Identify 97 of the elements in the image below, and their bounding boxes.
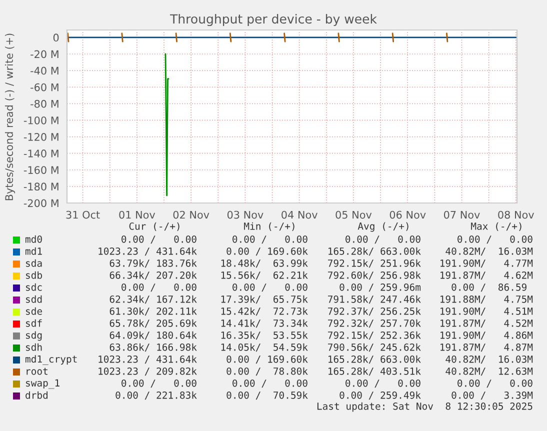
text: 791.58k/ 247.46k <box>328 295 421 304</box>
legend-label: sdd <box>26 295 42 303</box>
y-tick-label: -140 M <box>24 150 58 158</box>
y-tick-label: -100 M <box>24 116 58 124</box>
text: 792.15k/ 252.36k <box>328 331 421 340</box>
legend-label: md1 <box>26 247 42 255</box>
y-tick-label: -40 M <box>30 66 58 75</box>
text: 191.87M/ 4.62M <box>440 271 533 280</box>
text: 15.42k/ 72.73k <box>221 307 308 316</box>
text: 792.32k/ 257.70k <box>328 319 421 328</box>
text: 0.00 / 70.59k <box>226 391 308 400</box>
text: 14.41k/ 73.34k <box>221 319 308 328</box>
text: 0.00 / 0.00 <box>346 235 420 244</box>
legend-label: sdc <box>26 283 42 291</box>
legend-label: sda <box>26 259 42 267</box>
text: 40.82M/ 16.03M <box>446 247 533 256</box>
y-tick-label: -120 M <box>24 133 58 141</box>
text: Cur (-/+) <box>129 222 180 231</box>
text: 792.15k/ 251.96k <box>328 259 421 268</box>
text: 191.87M/ 4.52M <box>440 319 533 328</box>
text: 63.79k/ 183.76k <box>110 259 197 268</box>
legend-label: swap_1 <box>26 379 60 389</box>
text: 0.00 / 3.39M <box>452 391 533 400</box>
text: 165.28k/ 403.51k <box>328 367 421 376</box>
y-tick-label: -80 M <box>30 100 58 108</box>
text: 0.00 / 0.00 <box>122 283 196 292</box>
text: 191.88M/ 4.75M <box>440 295 533 304</box>
text: Min (-/+) <box>244 222 294 231</box>
legend-label: sdb <box>26 271 42 279</box>
text: Avg (-/+) <box>358 222 408 232</box>
x-tick-label: 01 Nov <box>119 210 156 219</box>
text: 0.00 / 86.59 <box>452 283 526 292</box>
text: 14.05k/ 54.59k <box>221 343 308 352</box>
text: 0.00 / 0.00 <box>122 235 196 244</box>
text: 0.00 / 0.00 <box>458 235 532 244</box>
text: 0.00 / 0.00 <box>232 235 308 244</box>
legend-label: sdf <box>26 319 42 327</box>
text: 0.00 / 0.00 <box>232 283 308 292</box>
text: 1023.23 / 431.64k <box>98 247 197 256</box>
text: 1023.23 / 431.64k <box>98 355 197 364</box>
text: 66.34k/ 207.20k <box>110 271 197 280</box>
text: 0.00 / 169.60k <box>226 355 308 364</box>
text: 65.78k/ 205.69k <box>110 319 197 328</box>
text: 0.00 / 259.49k <box>340 391 421 400</box>
text: Max (-/+) <box>471 222 522 231</box>
text: 0.00 / 0.00 <box>458 379 532 388</box>
text: 17.39k/ 65.75k <box>221 295 308 304</box>
x-tick-label: 07 Nov <box>444 210 480 219</box>
text: 0.00 / 78.80k <box>226 367 308 376</box>
legend-label: md0 <box>26 235 42 243</box>
legend-label: drbd <box>26 391 48 399</box>
text: 790.56k/ 245.62k <box>328 343 421 352</box>
y-axis-title: Bytes/second read (-) / write (+) <box>4 34 16 200</box>
text: 0.00 / 169.60k <box>226 247 308 256</box>
y-tick-label: 0 <box>53 34 59 42</box>
x-tick-label: 04 Nov <box>282 210 318 219</box>
y-tick-label: -60 M <box>30 83 58 92</box>
x-tick-label: 31 Oct <box>66 210 100 219</box>
text: 1023.23 / 209.82k <box>98 367 197 376</box>
text: 191.87M/ 4.87M <box>440 343 533 352</box>
y-tick-label: -20 M <box>30 50 58 58</box>
text: 0.00 / 0.00 <box>232 379 308 388</box>
text: 792.60k/ 256.98k <box>328 271 421 280</box>
text: 165.28k/ 663.00k <box>328 247 421 256</box>
legend-label: md1_crypt <box>26 355 77 365</box>
legend-label: sdh <box>26 343 42 351</box>
y-tick-label: -180 M <box>24 182 58 191</box>
text: 40.82M/ 12.63M <box>446 367 533 376</box>
text: 18.48k/ 63.99k <box>221 259 308 268</box>
y-tick-label: -160 M <box>24 166 58 174</box>
y-tick-label: -200 M <box>24 199 58 208</box>
x-tick-label: 02 Nov <box>173 210 210 219</box>
x-tick-label: 03 Nov <box>227 210 264 219</box>
text: 165.28k/ 663.00k <box>328 355 421 364</box>
text: 64.09k/ 180.64k <box>110 331 197 340</box>
text: Last update: Sat Nov 8 12:30:05 2025 <box>317 402 532 412</box>
text: 0.00 / 221.83k <box>116 391 197 400</box>
text: 62.34k/ 167.12k <box>110 295 197 304</box>
text: 0.00 / 0.00 <box>346 379 420 388</box>
legend-label: sdg <box>26 331 42 341</box>
x-tick-label: 05 Nov <box>336 210 372 219</box>
text: 40.82M/ 16.03M <box>446 355 533 364</box>
x-tick-label: 08 Nov <box>498 210 534 219</box>
text: 61.30k/ 202.11k <box>110 307 197 316</box>
legend-label: sde <box>26 307 42 315</box>
text: 16.35k/ 53.55k <box>221 331 308 340</box>
chart-title: Throughput per device - by week <box>170 14 377 26</box>
text: 0.00 / 259.96m <box>340 283 421 292</box>
text: 191.90M/ 4.86M <box>440 331 533 340</box>
text: 63.86k/ 166.98k <box>110 343 197 352</box>
text: 792.37k/ 256.25k <box>328 307 421 316</box>
legend-label: root <box>26 368 48 375</box>
x-tick-label: 06 Nov <box>390 210 426 219</box>
text: 0.00 / 0.00 <box>122 379 196 388</box>
text: 191.90M/ 4.77M <box>440 259 533 268</box>
text: 15.56k/ 62.21k <box>221 271 308 280</box>
text: 191.90M/ 4.51M <box>440 307 533 316</box>
